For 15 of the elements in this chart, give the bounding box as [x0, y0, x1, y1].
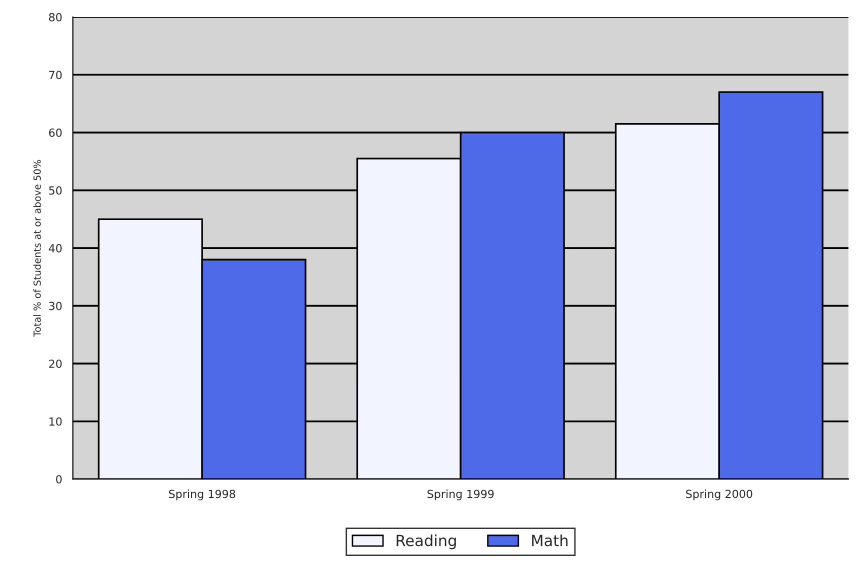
y-tick-label: 50	[49, 186, 62, 195]
y-axis-title: Total % of Students at or above 50%	[33, 160, 41, 337]
legend-label: Math	[532, 534, 568, 546]
y-tick-label: 0	[56, 475, 62, 484]
x-tick-label: Spring 2000	[686, 490, 752, 500]
y-tick-label: 80	[49, 12, 62, 22]
x-tick-label: Spring 1999	[428, 490, 494, 500]
legend-label: Reading	[396, 534, 456, 550]
x-tick-label: Spring 1998	[169, 490, 236, 500]
y-tick-label: 60	[49, 128, 62, 137]
y-tick-label: 40	[48, 244, 62, 252]
y-tick-label: 30	[49, 302, 62, 310]
y-tick-label: 10	[50, 417, 62, 426]
y-tick-label: 20	[49, 360, 62, 368]
y-tick-label: 70	[49, 70, 62, 80]
